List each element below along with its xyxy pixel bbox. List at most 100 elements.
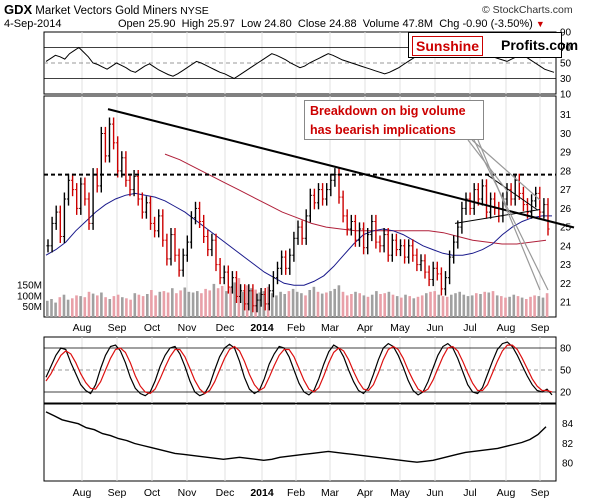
bottom-x-tick-label: Mar <box>321 487 340 499</box>
volume-bar <box>512 294 516 317</box>
volume-bar <box>483 291 486 317</box>
volume-bar <box>475 293 478 317</box>
volume-bar <box>404 294 407 317</box>
price-tick-label: 24 <box>560 241 572 252</box>
annotation-box: Breakdown on big volume has bearish impl… <box>304 100 484 140</box>
stoch-tick-label: 50 <box>560 366 572 377</box>
volume-bar <box>279 291 282 317</box>
volume-bar <box>91 293 95 317</box>
volume-bar <box>291 288 295 317</box>
price-bars <box>46 117 550 313</box>
volume-bar <box>516 296 520 317</box>
trendlines <box>44 108 575 229</box>
volume-bar <box>412 298 416 317</box>
volume-bar <box>283 294 286 317</box>
volume-bar <box>487 292 491 317</box>
volume-bar <box>125 298 128 317</box>
indicator-line <box>45 411 547 463</box>
ticker-symbol: GDX <box>4 2 33 17</box>
axis-tick-labels: 10 30 50 70 90 21 22 23 24 25 26 27 28 29 30 31 50M100M1… <box>17 28 574 500</box>
price-tick-label: 25 <box>560 223 572 234</box>
volume-bar <box>87 291 91 317</box>
low-value: 24.80 <box>264 18 292 30</box>
price-x-tick-label: Jul <box>463 322 476 334</box>
declining-trendline <box>107 108 575 229</box>
volume-bar <box>129 299 132 317</box>
quote-line: Open 25.90 High 25.97 Low 24.80 Close 24… <box>118 18 545 30</box>
volume-bar <box>216 288 220 317</box>
close-label: Close <box>297 18 327 30</box>
price-x-tick-label: Nov <box>178 322 197 334</box>
volume-bar <box>445 296 449 317</box>
volume-bar <box>54 302 57 317</box>
volume-bar <box>529 296 532 317</box>
volume-tick-label: 100M <box>17 291 42 302</box>
volume-bar <box>441 296 445 317</box>
volume-bar <box>533 295 536 317</box>
indicator-frame <box>43 403 557 482</box>
price-x-tick-label: Dec <box>216 322 235 334</box>
volume-bar <box>62 294 66 317</box>
volume-bar <box>79 296 82 317</box>
volume-bar <box>425 293 428 317</box>
volume-bar <box>162 291 166 317</box>
bottom-x-tick-label: Apr <box>357 487 374 499</box>
volume-bar <box>525 299 528 317</box>
lower-indicator-panel <box>45 411 547 463</box>
volume-bar <box>275 295 278 317</box>
stoch-k-line <box>45 341 553 397</box>
volume-bar <box>266 286 270 317</box>
volume-bar <box>66 299 70 317</box>
high-value: 25.97 <box>207 18 235 30</box>
volume-bar <box>437 294 441 317</box>
volume-bar <box>254 289 257 317</box>
volume-bar <box>450 294 453 317</box>
chart-date: 4-Sep-2014 <box>4 18 62 30</box>
volume-bars <box>46 278 549 317</box>
volume-bar <box>241 291 245 317</box>
price-x-tick-label: Sep <box>531 322 550 334</box>
rsi-tick-label: 10 <box>560 90 572 101</box>
volume-bar <box>325 292 328 317</box>
stochastic-panel <box>45 341 553 397</box>
volume-bar <box>358 293 361 317</box>
bottom-x-tick-label: Nov <box>178 487 197 499</box>
volume-bar <box>220 286 224 317</box>
exchange-label: NYSE <box>180 5 209 17</box>
annotation-pointers <box>467 139 549 291</box>
annotation-pointer <box>477 139 541 291</box>
volume-bar <box>429 291 432 317</box>
volume-bar <box>320 293 324 317</box>
stoch-tick-label: 80 <box>560 344 572 355</box>
price-x-tick-label: May <box>390 322 411 334</box>
volume-bar <box>150 290 153 317</box>
volume-bar <box>295 291 299 317</box>
volume-bar <box>208 290 211 317</box>
volume-bar <box>537 296 541 317</box>
volume-bar <box>183 287 187 317</box>
price-tick-label: 27 <box>560 185 572 196</box>
volume-bar <box>75 295 78 317</box>
volume-bar <box>354 291 357 317</box>
rsi-tick-label: 90 <box>560 28 572 39</box>
volume-bar <box>166 292 170 317</box>
price-x-tick-label: Feb <box>287 322 305 334</box>
bottom-x-tick-label: Oct <box>144 487 160 499</box>
security-name: Market Vectors Gold Miners <box>35 5 178 17</box>
volume-bar <box>362 295 366 317</box>
change-value: -0.90 (-3.50%) <box>462 18 533 30</box>
close-value: 24.88 <box>329 18 357 30</box>
volume-bar <box>154 295 157 317</box>
volume-bar <box>46 300 49 317</box>
volume-bar <box>83 297 87 317</box>
volume-bar <box>116 294 120 317</box>
bottom-x-tick-label: 2014 <box>250 487 274 499</box>
volume-bar <box>416 296 420 317</box>
ma50-line <box>45 192 552 286</box>
volume-bar <box>58 297 62 317</box>
volume-label: Volume <box>362 18 400 30</box>
volume-bar <box>345 295 349 317</box>
volume-bar <box>237 278 241 317</box>
volume-bar <box>108 299 112 317</box>
bottom-x-tick-label: Jul <box>463 487 476 499</box>
